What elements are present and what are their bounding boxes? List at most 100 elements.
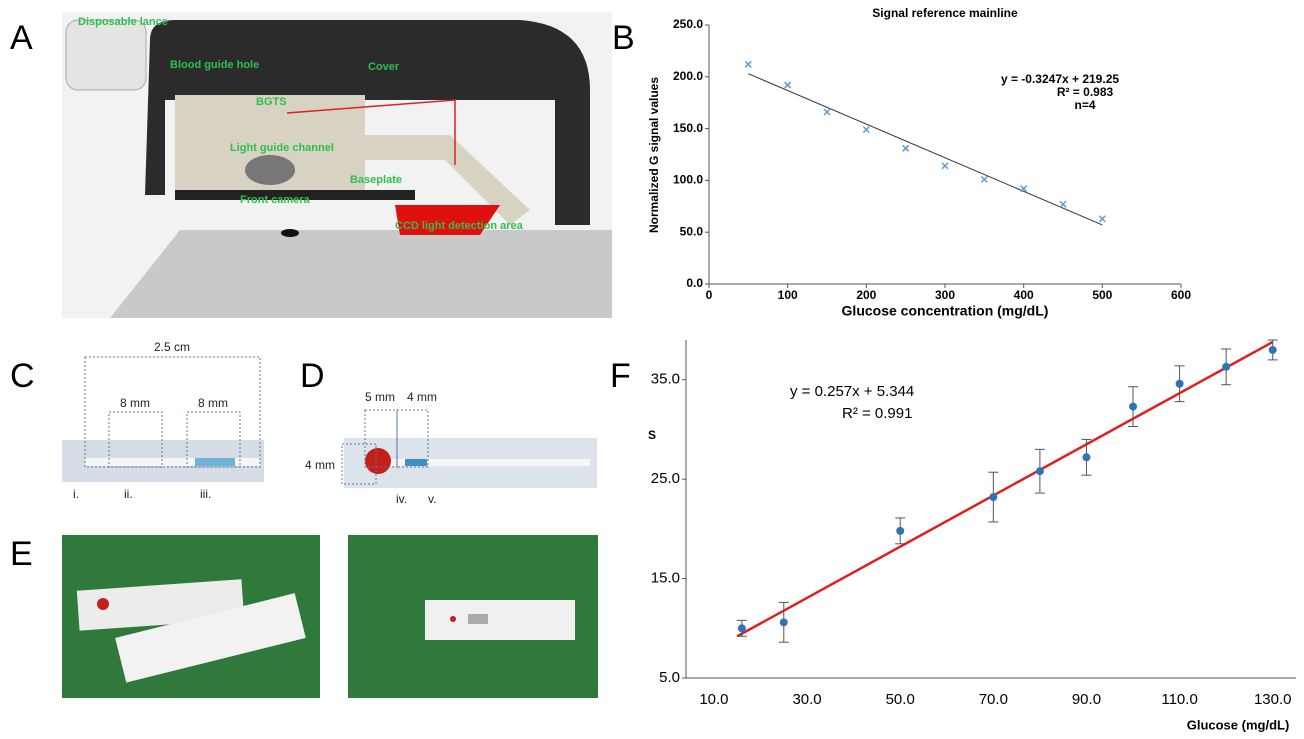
dim-label: 4 mm (305, 458, 335, 472)
diagram-a: Disposable lance Blood guide hole Cover … (62, 12, 612, 318)
mirror-block (360, 135, 530, 225)
point (744, 60, 752, 68)
point (941, 162, 949, 170)
panel-label: E (10, 535, 33, 573)
x-tick-label: 70.0 (979, 691, 1008, 708)
label: Blood guide hole (170, 59, 259, 71)
panel-label: A (10, 19, 33, 57)
x-tick-label: 500 (1092, 288, 1112, 302)
x-tick-label: 90.0 (1072, 691, 1101, 708)
dim-label: 5 mm (365, 390, 395, 404)
point (1082, 453, 1091, 462)
annotation: y = -0.3247x + 219.25 (1001, 72, 1119, 86)
dim-box (84, 356, 261, 468)
x-axis-label: Glucose (mg/dL) (1187, 717, 1290, 732)
dim-box (186, 411, 241, 468)
part-label: iii. (200, 487, 211, 501)
x-tick-label: 50.0 (886, 691, 915, 708)
point (989, 493, 998, 502)
blood-drop (97, 598, 109, 610)
y-axis-label: S (648, 428, 656, 442)
point (862, 126, 870, 134)
label: Front camera (240, 194, 311, 206)
reagent-zone (405, 459, 427, 466)
point (980, 175, 988, 183)
light-path (286, 99, 456, 165)
y-tick-label: 100.0 (673, 173, 703, 187)
x-tick-label: 130.0 (1254, 691, 1292, 708)
window (468, 614, 488, 624)
point (1098, 215, 1106, 223)
point (896, 526, 905, 535)
blood-drop (365, 448, 391, 474)
dim-box (364, 409, 398, 468)
x-tick-label: 30.0 (792, 691, 821, 708)
phone-body (110, 230, 612, 318)
trend-line (736, 340, 1274, 638)
label: Baseplate (350, 174, 402, 186)
part-label: iv. (396, 492, 407, 506)
y-tick-label: 15.0 (651, 570, 680, 587)
thread (85, 458, 260, 466)
annotation: n=4 (1074, 98, 1095, 112)
x-tick-label: 10.0 (699, 691, 728, 708)
panel-label: F (610, 357, 631, 395)
point (1059, 200, 1067, 208)
point (1129, 402, 1138, 411)
label: Light guide channel (230, 142, 334, 154)
y-tick-label: 5.0 (659, 669, 680, 686)
strip-card (115, 593, 306, 683)
label: Cover (368, 61, 400, 73)
dim-label: 2.5 cm (154, 340, 190, 354)
y-tick-label: 0.0 (686, 276, 703, 290)
y-axis-label: Normalized G signal values (647, 77, 661, 233)
point (1175, 379, 1184, 388)
point (1035, 467, 1044, 476)
y-tick-label: 200.0 (673, 69, 703, 83)
y-tick-label: 50.0 (680, 224, 704, 238)
point (1268, 345, 1277, 354)
x-axis-label: Glucose concentration (mg/dL) (842, 303, 1049, 319)
label: Disposable lance (78, 16, 168, 28)
dim-label: 8 mm (198, 396, 228, 410)
annotation: y = 0.257x + 5.344 (790, 383, 914, 400)
cover (145, 20, 590, 225)
blood-drop (450, 616, 456, 622)
lance (65, 19, 147, 91)
y-tick-label: 25.0 (651, 470, 680, 487)
dim-box (341, 443, 377, 485)
photos-e (62, 535, 598, 698)
diagram-d: 5 mm 4 mm 4 mm iv. v. (305, 390, 597, 506)
point (779, 618, 788, 627)
thread (385, 459, 590, 466)
chart-title: Signal reference mainline (872, 6, 1018, 20)
baseplate (175, 190, 415, 200)
label: BGTS (256, 96, 287, 108)
point (823, 108, 831, 116)
camera (245, 155, 295, 185)
part-label: ii. (124, 487, 133, 501)
x-tick-label: 200 (856, 288, 876, 302)
point (737, 624, 746, 633)
x-tick-label: 400 (1014, 288, 1034, 302)
dim-box (108, 411, 163, 468)
panel-label: C (10, 357, 35, 395)
x-tick-label: 0 (706, 288, 713, 302)
x-tick-label: 300 (935, 288, 955, 302)
x-tick-label: 600 (1171, 288, 1191, 302)
hole (281, 229, 299, 237)
panel-label: D (300, 357, 325, 395)
reagent-zone (195, 458, 235, 466)
point (902, 144, 910, 152)
part-label: i. (73, 487, 79, 501)
dim-label: 8 mm (120, 396, 150, 410)
point (1020, 185, 1028, 193)
x-tick-label: 100 (778, 288, 798, 302)
label: CCD light detection area (395, 220, 524, 232)
panel-label: B (612, 19, 635, 57)
point (784, 81, 792, 89)
point (1222, 362, 1231, 371)
x-tick-label: 110.0 (1161, 691, 1197, 708)
annotation: R² = 0.983 (1057, 85, 1114, 99)
